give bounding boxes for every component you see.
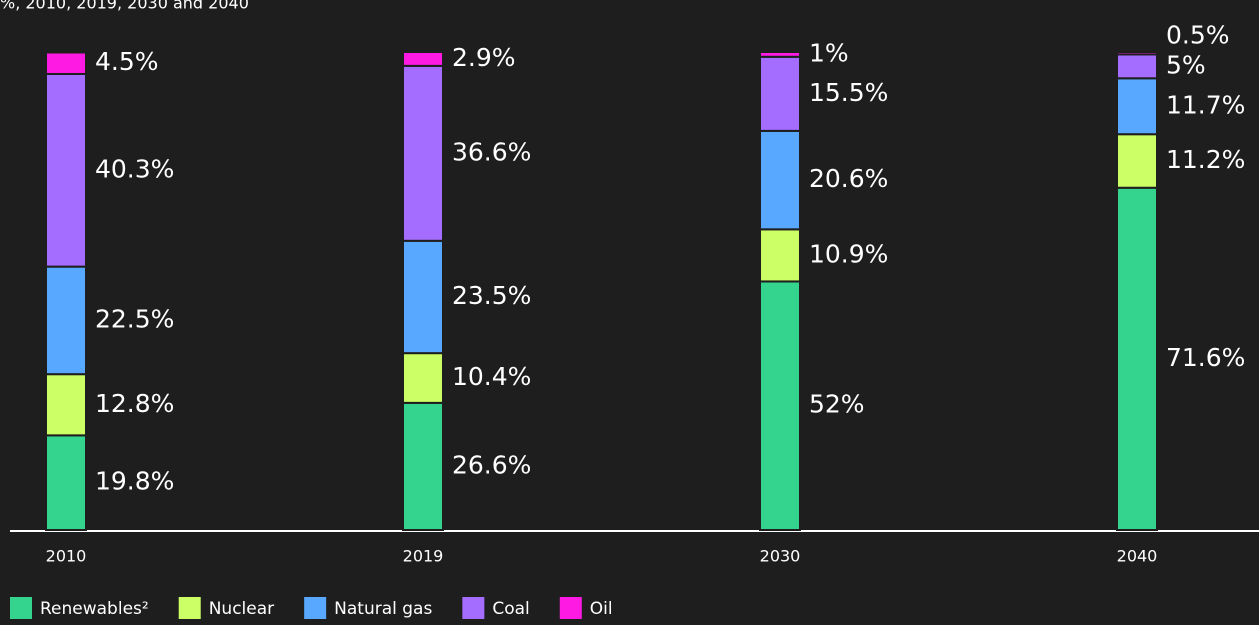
value-label: 4.5%	[95, 47, 159, 76]
bar-segment	[402, 64, 444, 242]
bar-segment	[759, 280, 801, 531]
value-label: 1%	[809, 38, 849, 67]
bar-segment	[402, 401, 444, 531]
bar-segment	[1116, 186, 1158, 531]
legend-label: Natural gas	[334, 599, 432, 619]
bar-segment	[402, 239, 444, 355]
x-tick-label: 2030	[760, 547, 801, 566]
bar-segment	[1116, 77, 1158, 136]
value-label: 11.2%	[1166, 145, 1245, 174]
bar-segment	[45, 434, 87, 531]
bar-segment	[1116, 51, 1158, 56]
legend-label: Coal	[492, 599, 529, 619]
value-label: 2.9%	[452, 43, 516, 72]
legend-label: Oil	[590, 599, 613, 619]
legend-label: Renewables²	[40, 599, 149, 619]
bar-segment	[759, 129, 801, 231]
value-label: 26.6%	[452, 450, 531, 479]
legend-swatch	[462, 597, 485, 619]
x-tick-label: 2040	[1117, 547, 1158, 566]
value-label: 19.8%	[95, 467, 174, 496]
bar-segment	[402, 352, 444, 404]
value-label: 23.5%	[452, 281, 531, 310]
value-label: 52%	[809, 390, 865, 419]
bar-segment	[45, 373, 87, 437]
bar-segment	[1116, 133, 1158, 189]
value-label: 10.9%	[809, 239, 888, 268]
legend-swatch	[178, 597, 201, 619]
x-tick-label: 2010	[46, 547, 87, 566]
bar-segment	[45, 51, 87, 75]
x-tick-label: 2019	[403, 547, 444, 566]
chart-subtitle: %, 2010, 2019, 2030 and 2040	[0, 0, 249, 13]
value-label: 71.6%	[1166, 343, 1245, 372]
bar-segment	[759, 55, 801, 132]
bar-segment	[402, 51, 444, 67]
value-label: 22.5%	[95, 304, 174, 333]
bar-segment	[759, 228, 801, 283]
bar-segment	[759, 51, 801, 58]
legend-label: Nuclear	[209, 599, 274, 619]
bar-segment	[45, 72, 87, 268]
value-label: 40.3%	[95, 154, 174, 183]
legend-swatch	[10, 597, 32, 619]
value-label: 0.5%	[1166, 20, 1230, 49]
legend-swatch	[304, 597, 327, 619]
value-label: 20.6%	[809, 164, 888, 193]
legend-swatch	[559, 597, 582, 619]
value-label: 10.4%	[452, 362, 531, 391]
value-label: 11.7%	[1166, 90, 1245, 119]
value-label: 12.8%	[95, 389, 174, 418]
value-label: 15.5%	[809, 78, 888, 107]
bar-segment	[45, 265, 87, 376]
bar-segment	[1116, 53, 1158, 80]
value-label: 36.6%	[452, 137, 531, 166]
value-label: 5%	[1166, 50, 1206, 79]
